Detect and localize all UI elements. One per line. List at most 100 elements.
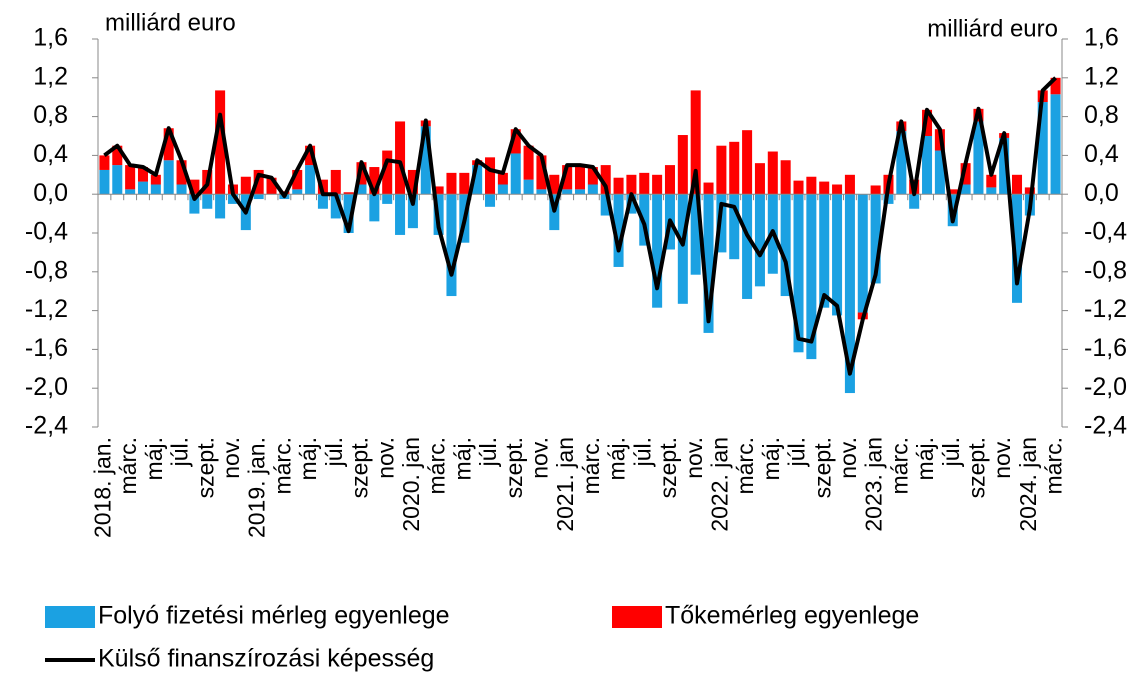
bar	[382, 194, 393, 204]
x-tick-label: júl.	[784, 437, 810, 467]
y-tick-label: 0,4	[33, 140, 68, 168]
bar	[433, 186, 444, 195]
bar	[99, 169, 110, 195]
x-tick-label: máj.	[912, 437, 938, 480]
y-axis-label: milliárd euro	[105, 9, 236, 36]
x-tick-label: szept.	[964, 437, 990, 498]
x-tick-label: júl.	[938, 437, 964, 467]
x-tick-label: máj.	[141, 437, 167, 480]
legend-swatch	[45, 606, 95, 628]
bar	[395, 194, 406, 235]
x-tick-label: nov.	[218, 437, 244, 479]
bar	[639, 172, 650, 195]
bar	[382, 150, 393, 195]
x-tick-label: nov.	[681, 437, 707, 479]
bar	[922, 136, 933, 195]
bar	[497, 184, 508, 195]
bar	[716, 145, 727, 195]
bar	[729, 194, 740, 260]
y2-tick-label: 1,6	[1084, 24, 1119, 52]
x-tick-label: szept.	[809, 437, 835, 498]
bar	[215, 90, 226, 195]
bar	[485, 194, 496, 207]
bar	[523, 179, 534, 195]
bar	[99, 155, 110, 170]
bar	[266, 177, 277, 195]
x-tick-label: szept.	[347, 437, 373, 498]
x-tick-label: 2022. jan	[706, 437, 732, 532]
bar	[150, 184, 161, 195]
bar	[613, 177, 624, 195]
y-tick-label: -0,4	[25, 218, 68, 246]
bar	[176, 160, 187, 185]
legend-label: Folyó fizetési mérleg egyenlege	[98, 602, 450, 630]
bar	[754, 194, 765, 287]
x-tick-label: márc.	[732, 437, 758, 495]
bar	[652, 194, 663, 308]
y2-tick-label: 0,8	[1084, 101, 1119, 129]
x-tick-label: márc.	[886, 437, 912, 495]
bar	[819, 181, 830, 195]
legend-label: Külső finanszírozási képesség	[98, 645, 434, 673]
bar	[420, 126, 431, 195]
bar	[922, 109, 933, 136]
y-tick-label: 0,8	[33, 101, 68, 129]
bar	[523, 145, 534, 180]
bar	[626, 194, 637, 214]
bar	[1012, 194, 1023, 303]
bar	[844, 194, 855, 394]
line	[103, 76, 1057, 376]
bar	[305, 165, 316, 195]
x-tick-label: szept.	[655, 437, 681, 498]
bar	[960, 184, 971, 195]
bar	[562, 165, 573, 190]
bar	[446, 172, 457, 195]
y-tick-label: -2,0	[25, 373, 68, 401]
bar	[677, 135, 688, 195]
bar	[510, 129, 521, 154]
bar	[536, 189, 547, 195]
bar	[330, 194, 341, 219]
bar	[253, 169, 264, 195]
bar	[626, 174, 637, 195]
bar	[613, 194, 624, 267]
y2-tick-label: 0,0	[1084, 179, 1119, 207]
x-tick-label: júl.	[321, 437, 347, 467]
bar	[292, 189, 303, 195]
x-tick-label: máj.	[449, 437, 475, 480]
x-tick-label: júl.	[629, 437, 655, 467]
bar	[202, 194, 213, 209]
x-tick-label: 2019. jan.	[244, 437, 270, 538]
bar	[690, 194, 701, 275]
bar	[137, 167, 148, 182]
x-tick-label: máj.	[295, 437, 321, 480]
y-tick-label: -2,4	[25, 412, 68, 440]
x-tick-label: máj.	[604, 437, 630, 480]
bar	[870, 185, 881, 195]
x-tick-label: 2024. jan	[1015, 437, 1041, 532]
y-tick-label: -0,8	[25, 256, 68, 284]
bar	[844, 174, 855, 195]
bar	[407, 169, 418, 195]
y-tick-label: 0,0	[33, 179, 68, 207]
bar	[999, 137, 1010, 195]
bar	[446, 194, 457, 297]
bar	[536, 155, 547, 190]
bar	[690, 90, 701, 195]
y2-tick-label: -0,8	[1084, 256, 1127, 284]
y2-tick-label: -1,2	[1084, 295, 1127, 323]
bar	[112, 145, 123, 166]
bar	[292, 169, 303, 190]
y2-tick-label: 0,4	[1084, 140, 1119, 168]
x-tick-label: márc.	[578, 437, 604, 495]
y2-tick-label: 1,2	[1084, 62, 1119, 90]
bar	[652, 174, 663, 195]
bar	[510, 153, 521, 195]
bar	[806, 194, 817, 360]
bar	[742, 130, 753, 195]
x-tick-label: nov.	[989, 437, 1015, 479]
bar	[240, 176, 251, 195]
x-tick-label: márc.	[269, 437, 295, 495]
bar	[703, 194, 714, 333]
